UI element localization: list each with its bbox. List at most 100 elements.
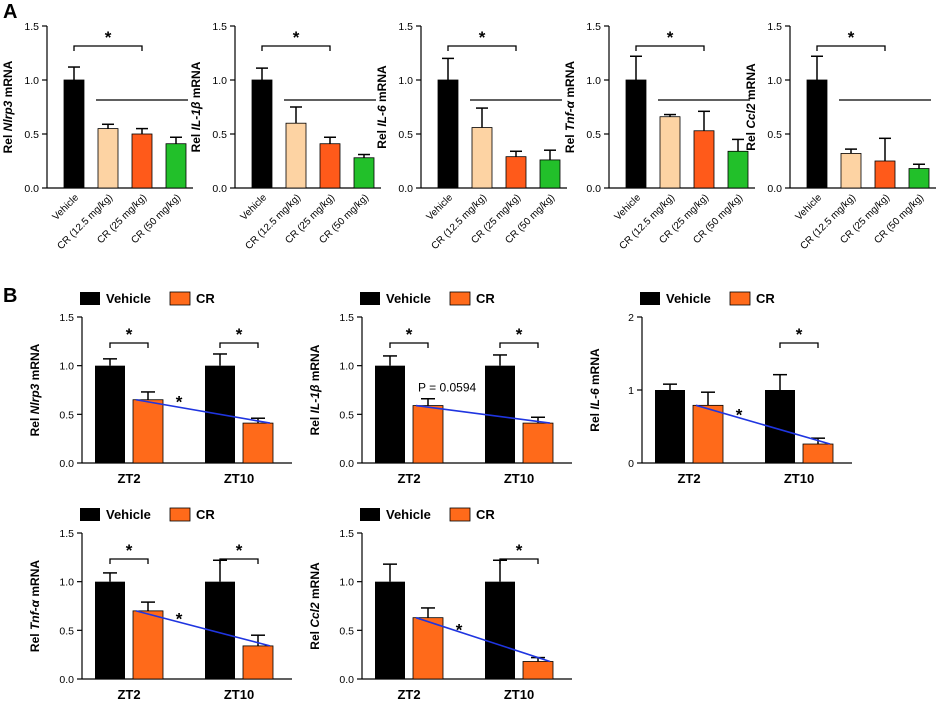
significance-star: *	[516, 541, 523, 560]
bar-cr	[132, 610, 164, 680]
legend: Vehicle CR	[640, 291, 775, 306]
x-tick-label: ZT10	[784, 471, 814, 486]
y-tick-label: 0.5	[767, 129, 782, 141]
x-tick-label: ZT2	[117, 471, 140, 486]
y-tick-label: 1	[628, 385, 634, 397]
bar-vehicle	[375, 365, 405, 463]
significance-star: *	[105, 28, 112, 47]
bar-vehicle	[485, 581, 515, 679]
bar	[874, 160, 896, 189]
timepoint-chart-1: 0.0 0.5 1.0 1.5 Rel Nlrp3 mRNA Vehicle CR ZT2 * Z…	[28, 291, 292, 486]
trend-line	[415, 404, 551, 424]
bar	[165, 143, 187, 189]
bar-cr	[692, 404, 724, 464]
significance-bracket	[499, 342, 539, 348]
legend-label-cr: CR	[196, 291, 215, 306]
y-axis-label-part: Rel	[744, 129, 758, 151]
bar	[437, 79, 459, 189]
x-tick-label: ZT10	[224, 687, 254, 701]
y-axis-label-part: Rel	[28, 414, 42, 436]
significance-bracket	[219, 342, 259, 348]
bar	[505, 156, 527, 189]
y-tick-label: 1.5	[398, 21, 413, 33]
x-tick-label: ZT10	[504, 687, 534, 701]
y-tick-label: 0	[628, 458, 634, 470]
y-tick-label: 0.0	[339, 674, 354, 686]
x-tick-label: ZT10	[224, 471, 254, 486]
bar-vehicle	[375, 581, 405, 679]
bar-cr	[522, 422, 554, 464]
timepoint-chart-5: 0.0 0.5 1.0 1.5 Rel Ccl2 mRNA Vehicle CR ZT2 ZT1…	[308, 507, 572, 701]
y-axis-label-part: IL-1β	[308, 384, 322, 413]
legend: Vehicle CR	[360, 507, 495, 522]
legend-label-cr: CR	[196, 507, 215, 522]
x-tick-label: ZT2	[117, 687, 140, 701]
significance-star: *	[796, 325, 803, 344]
y-axis-label-part: mRNA	[308, 562, 322, 602]
legend-label-vehicle: Vehicle	[386, 507, 431, 522]
legend: Vehicle CR	[80, 291, 215, 306]
y-axis-label-part: mRNA	[1, 60, 15, 100]
y-axis-label-1: Rel IL-1β mRNA	[308, 344, 322, 435]
significance-bracket	[779, 342, 819, 348]
timepoint-chart-3: 0 1 2 Rel IL-6 mRNA Vehicle CR ZT2 ZT10 * *	[588, 291, 852, 486]
panel-label-a: A	[3, 1, 17, 23]
y-tick-label: 0.5	[212, 129, 227, 141]
y-axis-label-part: mRNA	[744, 63, 758, 103]
bar	[840, 153, 862, 189]
significance-bracket	[261, 45, 331, 51]
trend-line	[135, 398, 271, 424]
significance-star: *	[126, 325, 133, 344]
y-tick-label: 0.0	[339, 458, 354, 470]
significance-bracket	[499, 558, 539, 564]
y-axis-label-part: Rel	[588, 410, 602, 432]
significance-star: *	[293, 28, 300, 47]
x-tick-label: ZT2	[397, 471, 420, 486]
y-tick-label: 0.5	[339, 409, 354, 421]
bar-cr	[522, 661, 554, 680]
significance-bracket	[816, 45, 886, 51]
x-tick-label: ZT2	[397, 687, 420, 701]
bar-vehicle	[485, 365, 515, 463]
y-tick-label: 1.0	[398, 75, 413, 87]
significance-bracket	[389, 342, 429, 348]
significance-bracket	[73, 45, 143, 51]
bar-cr	[802, 443, 834, 464]
y-axis-label-part: mRNA	[375, 65, 389, 105]
bar	[319, 143, 341, 189]
y-axis-label-part: Rel	[563, 131, 577, 153]
bar	[625, 79, 647, 189]
significance-star: *	[236, 541, 243, 560]
y-tick-label: 0.5	[398, 129, 413, 141]
y-tick-label: 0.5	[586, 129, 601, 141]
y-tick-label: 1.0	[339, 361, 354, 373]
significance-star: *	[126, 541, 133, 560]
legend-label-vehicle: Vehicle	[106, 507, 151, 522]
timepoint-chart-2: 0.0 0.5 1.0 1.5 Rel IL-1β mRNA Vehicle CR ZT2 * Z…	[308, 291, 572, 486]
trend-line	[135, 610, 271, 647]
significance-star: *	[848, 28, 855, 47]
y-tick-label: 0.5	[339, 625, 354, 637]
y-axis-label-4: Rel Ccl2 mRNA	[744, 63, 758, 151]
legend-swatch-vehicle	[640, 292, 660, 305]
x-tick-label: Vehicle	[613, 192, 644, 223]
y-tick-label: 0.0	[586, 183, 601, 195]
significance-bracket	[109, 558, 149, 564]
y-axis-label-part: mRNA	[588, 348, 602, 388]
y-tick-label: 0.0	[767, 183, 782, 195]
y-axis-label-part: Nlrp3	[28, 383, 42, 414]
significance-bracket	[219, 558, 259, 564]
legend-swatch-cr	[729, 291, 751, 306]
y-axis-label-3: Rel Tnf-α mRNA	[563, 61, 577, 153]
y-axis-label-part: mRNA	[563, 61, 577, 101]
legend-swatch-cr	[169, 507, 191, 522]
trend-p-value: P = 0.0594	[418, 381, 476, 395]
bar	[97, 128, 119, 189]
significance-bracket	[109, 342, 149, 348]
y-axis-label-part: Rel	[28, 630, 42, 652]
x-tick-label: Vehicle	[794, 192, 825, 223]
trend-line	[695, 404, 831, 445]
